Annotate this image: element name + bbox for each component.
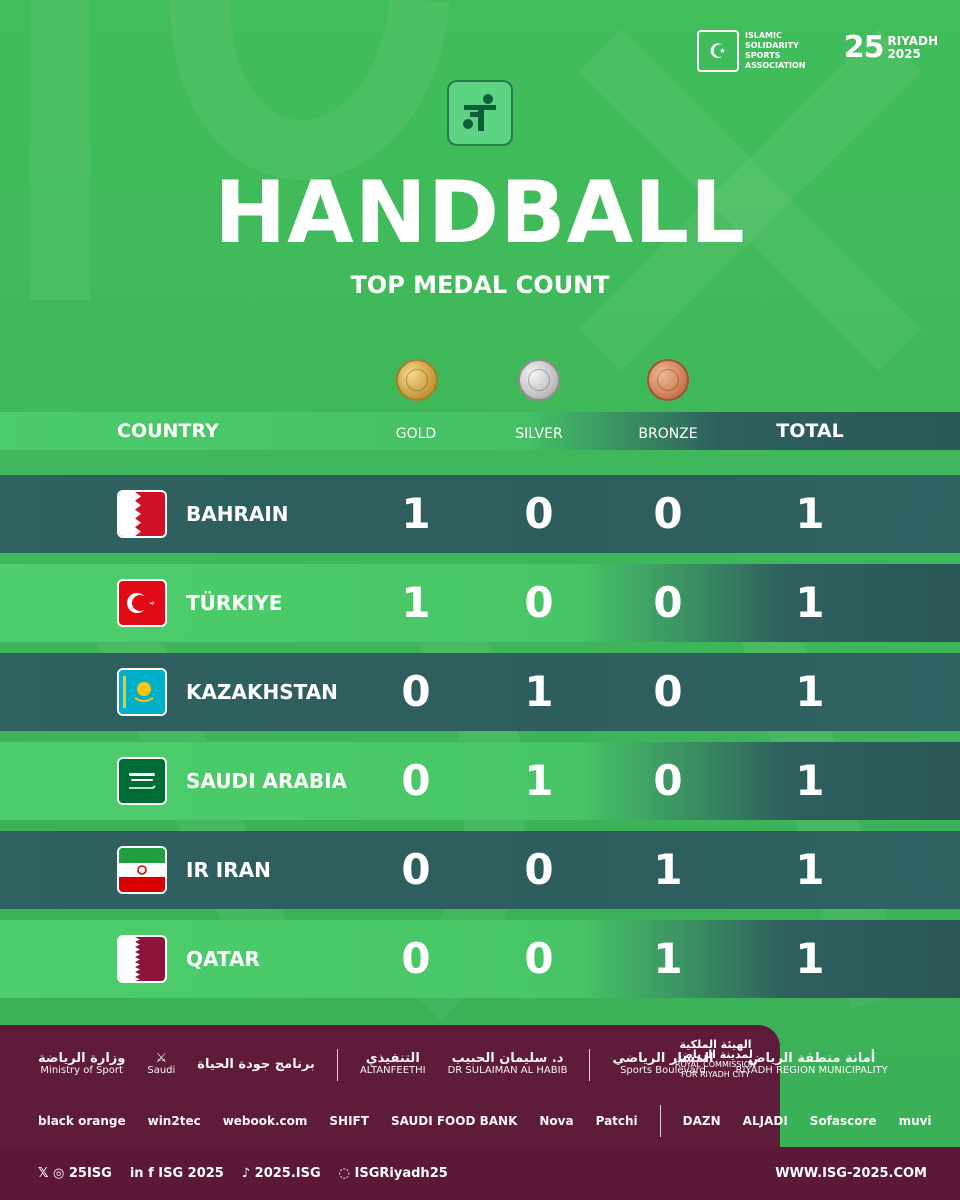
sponsor-nova: Nova xyxy=(539,1114,574,1128)
sponsor-dr-sulaiman-al-habib: د. سليمان الحبيب DR SULAIMAN AL HABIB xyxy=(447,1051,568,1076)
total-count: 1 xyxy=(795,934,825,983)
riyadh-logo-year: 2025 xyxy=(887,46,921,61)
total-count: 1 xyxy=(795,489,825,538)
sponsor-black-orange: black orange xyxy=(38,1114,126,1128)
header-bronze: BRONZE xyxy=(638,426,698,442)
sponsor-royal-commission: الهيئة الملكية لمدينة الرياض ROYAL COMMIS… xyxy=(675,1038,756,1079)
gold-medal-icon xyxy=(396,359,438,401)
silver-count: 0 xyxy=(524,489,554,538)
sponsor-dazn: DAZN xyxy=(682,1114,721,1128)
table-row: SAUDI ARABIA 0 1 0 1 xyxy=(0,742,960,820)
total-count: 1 xyxy=(795,578,825,627)
table-header: COUNTRY GOLD SILVER BRONZE TOTAL xyxy=(0,412,960,450)
bronze-count: 1 xyxy=(653,934,683,983)
header-country: COUNTRY xyxy=(117,420,219,442)
total-count: 1 xyxy=(795,845,825,894)
handball-icon xyxy=(447,80,513,146)
gold-count: 0 xyxy=(401,756,431,805)
silver-count: 1 xyxy=(524,756,554,805)
header-total: TOTAL xyxy=(776,420,844,442)
silver-medal-icon xyxy=(518,359,560,401)
country-name: SAUDI ARABIA xyxy=(186,769,348,793)
sponsor-divider xyxy=(589,1049,591,1081)
header-gold: GOLD xyxy=(395,426,437,442)
sponsor-sofascore: Sofascore xyxy=(809,1114,877,1128)
website-link[interactable]: WWW.ISG-2025.COM xyxy=(775,1166,927,1181)
iran-flag-icon xyxy=(117,846,167,894)
total-count: 1 xyxy=(795,756,825,805)
sponsor-saudi-food-bank: SAUDI FOOD BANK xyxy=(390,1114,518,1128)
bronze-count: 0 xyxy=(653,578,683,627)
bronze-medal-icon xyxy=(647,359,689,401)
riyadh-2025-logo: 25 RIYADH 2025 xyxy=(844,30,938,65)
country-name: BAHRAIN xyxy=(186,502,289,526)
social-x-instagram[interactable]: 𝕏 ◎ 25ISG xyxy=(38,1166,112,1181)
table-row: KAZAKHSTAN 0 1 0 1 xyxy=(0,653,960,731)
kazakhstan-flag-icon xyxy=(117,668,167,716)
footer-bar: 𝕏 ◎ 25ISG in f ISG 2025 ♪ 2025.ISG ◌ ISG… xyxy=(0,1147,960,1200)
sponsor-quality-of-life: برنامج جودة الحياة xyxy=(197,1057,315,1072)
bronze-count: 1 xyxy=(653,845,683,894)
country-name: QATAR xyxy=(186,947,260,971)
sponsor-riyadh-municipality: أمانة منطقة الرياض RIYADH REGION MUNICIPA… xyxy=(735,1051,888,1076)
sponsor-muvi: muvi xyxy=(898,1114,932,1128)
sponsor-win2tec: win2tec xyxy=(147,1114,201,1128)
sponsor-altanfeethi: التنفيذي ALTANFEETHI xyxy=(359,1051,426,1076)
isa-logo: ☪ ISLAMIC SOLIDARITY SPORTS ASSOCIATION xyxy=(697,30,825,72)
gold-count: 0 xyxy=(401,845,431,894)
silver-count: 0 xyxy=(524,578,554,627)
sponsor-row-primary: وزارة الرياضة Ministry of Sport ⚔ Saudi بر… xyxy=(38,1040,910,1090)
qatar-flag-icon xyxy=(117,935,167,983)
bronze-count: 0 xyxy=(653,667,683,716)
header-silver: SILVER xyxy=(515,426,563,442)
social-tiktok[interactable]: ♪ 2025.ISG xyxy=(241,1166,321,1181)
page-title: HANDBALL xyxy=(214,163,746,263)
sponsor-divider xyxy=(659,1105,661,1137)
sponsor-webook: webook.com xyxy=(222,1114,308,1128)
bahrain-flag-icon xyxy=(117,490,167,538)
isa-emblem-icon: ☪ xyxy=(697,30,739,72)
country-name: IR IRAN xyxy=(186,858,271,882)
sponsor-aljadi: ALJADI xyxy=(742,1114,788,1128)
sponsor-saudi: ⚔ Saudi xyxy=(147,1051,176,1076)
country-name: KAZAKHSTAN xyxy=(186,680,338,704)
turkiye-flag-icon xyxy=(117,579,167,627)
sponsor-divider xyxy=(336,1049,338,1081)
social-links: 𝕏 ◎ 25ISG in f ISG 2025 ♪ 2025.ISG ◌ ISG… xyxy=(38,1147,448,1200)
sponsor-sports-boulevard: المسار الرياضي Sports Boulevard xyxy=(612,1051,714,1076)
sponsors-panel xyxy=(0,1025,780,1147)
sponsor-shift: SHIFT xyxy=(329,1114,369,1128)
silver-count: 1 xyxy=(524,667,554,716)
sponsor-ministry-of-sport: وزارة الرياضة Ministry of Sport xyxy=(38,1051,126,1076)
social-snapchat[interactable]: ◌ ISGRiyadh25 xyxy=(338,1166,448,1181)
riyadh-logo-number: 25 xyxy=(843,30,885,65)
page-subtitle: TOP MEDAL COUNT xyxy=(350,271,610,299)
silver-count: 0 xyxy=(524,845,554,894)
total-count: 1 xyxy=(795,667,825,716)
isa-logo-text: ISLAMIC SOLIDARITY SPORTS ASSOCIATION xyxy=(745,31,806,70)
bronze-count: 0 xyxy=(653,489,683,538)
gold-count: 0 xyxy=(401,934,431,983)
table-row: TÜRKIYE 1 0 0 1 xyxy=(0,564,960,642)
gold-count: 1 xyxy=(401,578,431,627)
country-name: TÜRKIYE xyxy=(186,591,283,615)
gold-count: 0 xyxy=(401,667,431,716)
sponsor-row-secondary: black orange win2tec webook.com SHIFT SA… xyxy=(38,1103,954,1139)
bronze-count: 0 xyxy=(653,756,683,805)
social-linkedin-facebook[interactable]: in f ISG 2025 xyxy=(129,1166,224,1181)
silver-count: 0 xyxy=(524,934,554,983)
gold-count: 1 xyxy=(401,489,431,538)
sponsor-patchi: Patchi xyxy=(595,1114,638,1128)
table-row: BAHRAIN 1 0 0 1 xyxy=(0,475,960,553)
table-row: IR IRAN 0 0 1 1 xyxy=(0,831,960,909)
saudi-arabia-flag-icon xyxy=(117,757,167,805)
table-row: QATAR 0 0 1 1 xyxy=(0,920,960,998)
riyadh-logo-name: RIYADH xyxy=(887,33,938,48)
